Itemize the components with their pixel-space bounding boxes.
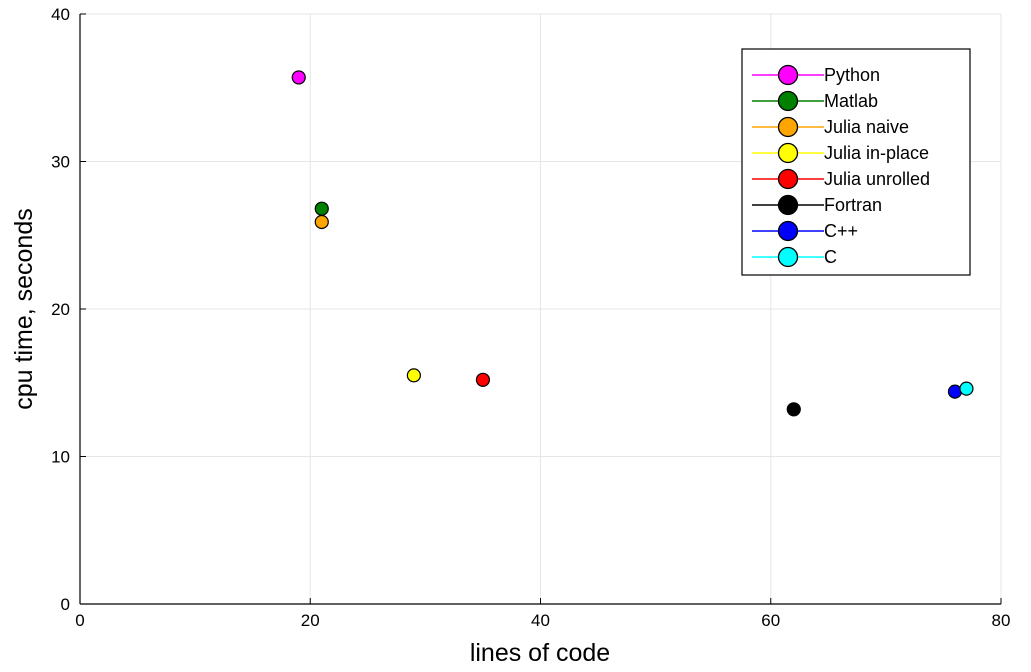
y-tick-label: 40 xyxy=(51,5,70,24)
y-tick-label: 20 xyxy=(51,300,70,319)
y-axis-label: cpu time, seconds xyxy=(10,208,38,410)
legend-marker xyxy=(777,90,799,112)
legend-box xyxy=(741,48,971,276)
legend-label: Matlab xyxy=(824,91,878,111)
legend-marker xyxy=(777,220,799,242)
y-tick-label: 30 xyxy=(51,153,70,172)
data-point xyxy=(314,201,329,216)
legend-label: Fortran xyxy=(824,195,882,215)
legend-label: Julia unrolled xyxy=(824,169,930,189)
axes xyxy=(79,13,1002,605)
x-tick-label: 80 xyxy=(992,611,1011,630)
data-point xyxy=(475,372,491,387)
x-tick-label: 20 xyxy=(301,611,320,630)
y-tick-label: 0 xyxy=(61,595,70,614)
legend: Python Matlab Julia naive Julia in-place Jul… xyxy=(741,48,971,276)
x-tick-label: 0 xyxy=(75,611,84,630)
legend-label: C++ xyxy=(824,221,858,241)
x-axis-label: lines of code xyxy=(470,639,610,667)
legend-marker xyxy=(777,116,799,138)
legend-label: Python xyxy=(824,65,880,85)
data-point xyxy=(291,70,306,85)
legend-marker xyxy=(777,246,799,268)
data-point xyxy=(947,384,963,399)
legend-marker xyxy=(777,142,799,164)
legend-marker xyxy=(777,194,799,216)
legend-label: Julia in-place xyxy=(824,143,929,163)
data-point xyxy=(314,214,329,230)
data-points xyxy=(291,70,974,417)
legend-label: C xyxy=(824,247,837,267)
x-tick-label: 60 xyxy=(761,611,780,630)
data-point xyxy=(959,381,974,396)
data-point xyxy=(406,368,421,383)
x-tick-label: 40 xyxy=(531,611,550,630)
legend-marker xyxy=(777,168,799,190)
tick-labels: 0 20 40 60 80 0 10 20 30 40 xyxy=(51,5,1010,630)
y-tick-label: 10 xyxy=(51,448,70,467)
legend-label: Julia naive xyxy=(824,117,909,137)
data-point xyxy=(786,402,801,417)
legend-marker xyxy=(777,64,799,86)
